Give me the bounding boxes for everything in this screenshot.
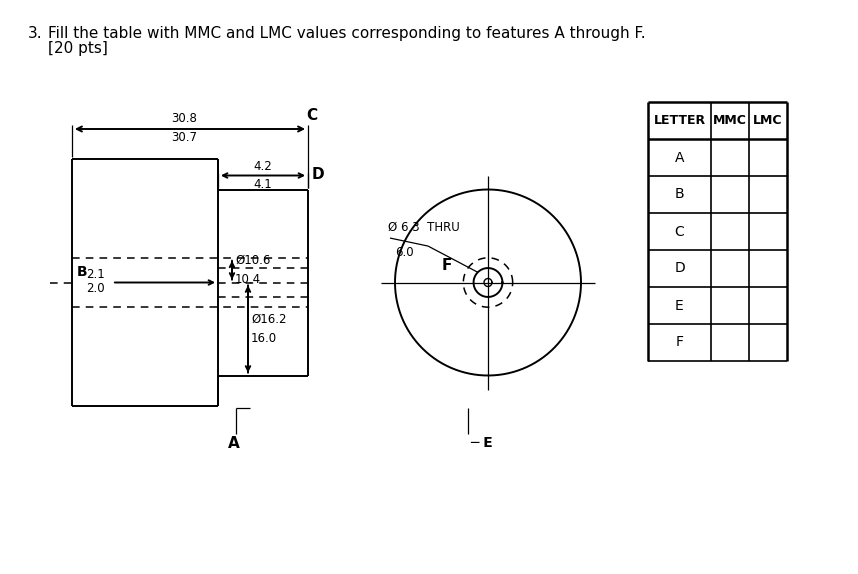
Text: A: A [674, 150, 684, 165]
Text: F: F [442, 258, 452, 273]
Text: 30.8: 30.8 [171, 112, 197, 125]
Text: Ø16.2: Ø16.2 [251, 313, 287, 326]
Text: E: E [675, 298, 684, 312]
Text: 2.1: 2.1 [86, 267, 105, 281]
Text: ─ E: ─ E [470, 436, 492, 450]
Text: 3.: 3. [28, 26, 43, 41]
Text: 2.0: 2.0 [86, 281, 105, 294]
Text: Ø 6.3  THRU: Ø 6.3 THRU [388, 221, 460, 234]
Text: 4.1: 4.1 [254, 177, 272, 191]
Text: Fill the table with MMC and LMC values corresponding to features A through F.: Fill the table with MMC and LMC values c… [48, 26, 645, 41]
Text: F: F [675, 335, 684, 350]
Text: LETTER: LETTER [654, 114, 705, 127]
Text: B: B [77, 265, 88, 278]
Text: D: D [312, 167, 324, 182]
Text: 16.0: 16.0 [251, 332, 277, 345]
Text: LMC: LMC [753, 114, 782, 127]
Text: 30.7: 30.7 [171, 131, 197, 144]
Text: D: D [674, 262, 685, 276]
Text: B: B [674, 188, 685, 201]
Text: 6.0: 6.0 [395, 246, 414, 259]
Text: [20 pts]: [20 pts] [48, 41, 108, 56]
Text: A: A [228, 436, 239, 451]
Text: C: C [306, 108, 317, 123]
Text: Ø10.6: Ø10.6 [235, 254, 270, 267]
Text: 10.4: 10.4 [235, 273, 261, 286]
Text: MMC: MMC [713, 114, 747, 127]
Text: C: C [674, 224, 685, 239]
Text: 4.2: 4.2 [254, 160, 272, 173]
